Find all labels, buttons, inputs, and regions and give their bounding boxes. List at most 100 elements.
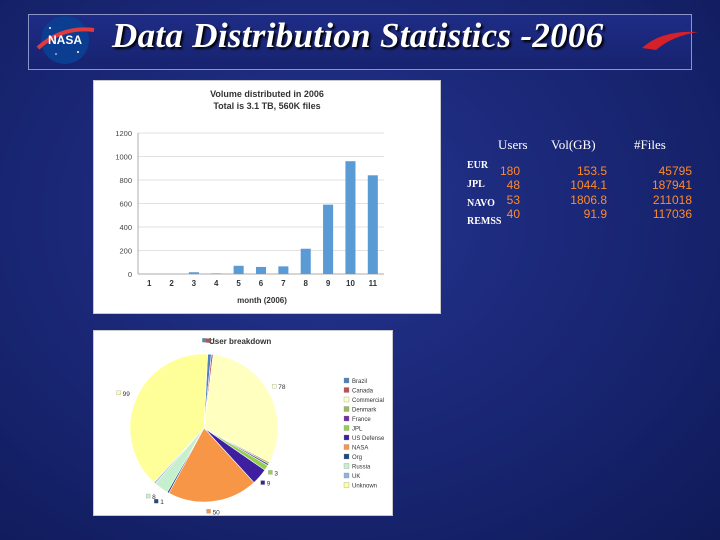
x-tick-label: 9 [326, 279, 331, 288]
legend-entry: Brazil [352, 379, 367, 385]
bar-month-4 [211, 273, 222, 274]
pie-label-swatch [272, 383, 277, 389]
pie-label-swatch [260, 480, 265, 485]
bar-month-3 [188, 272, 199, 274]
bar-month-9 [323, 204, 334, 274]
bar-chart-bars [188, 161, 378, 274]
pie-data-label: 2 [208, 338, 212, 345]
x-tick-label: 6 [259, 279, 264, 288]
legend-swatch [343, 463, 350, 469]
y-tick-label: 200 [119, 247, 132, 256]
x-tick-label: 2 [169, 279, 174, 288]
page-title: Data Distribution Statistics -2006 [112, 16, 604, 55]
legend-entry: UK [352, 474, 360, 480]
cell-files: 45795 [658, 164, 692, 178]
pie-data-label: 3 [274, 470, 278, 477]
bar-month-8 [300, 248, 311, 274]
bar-chart-title: Volume distributed in 2006 [210, 89, 324, 99]
bar-month-11 [367, 175, 378, 274]
pie-data-label: 1 [212, 339, 216, 346]
legend-swatch [343, 425, 350, 431]
legend-entry: Denmark [352, 408, 377, 414]
legend-entry: Canada [352, 389, 374, 395]
pie-chart-title: User breakdown [209, 337, 271, 346]
legend-swatch [343, 387, 350, 393]
y-tick-label: 1000 [115, 153, 132, 162]
nasa-logo-icon: NASA [36, 16, 95, 64]
pie-label-swatch [205, 338, 210, 343]
legend-swatch [343, 406, 350, 412]
cell-files: 187941 [651, 178, 692, 192]
x-tick-label: 10 [346, 279, 355, 288]
volume-chart-panel: Volume distributed in 2006 Total is 3.1 … [93, 80, 441, 314]
x-tick-label: 4 [214, 279, 219, 288]
bar-month-7 [278, 266, 289, 274]
legend-entry: France [352, 417, 371, 423]
x-tick-label: 7 [281, 279, 286, 288]
bar-chart-xlabel: month (2006) [237, 296, 287, 305]
nasa-logo-text: NASA [48, 33, 82, 47]
legend-swatch [343, 482, 350, 488]
cell-vol: 1044.1 [570, 178, 607, 192]
legend-swatch [343, 453, 350, 460]
bar-month-5 [233, 265, 244, 274]
pie-data-label: 1 [160, 499, 164, 506]
legend-swatch [343, 472, 350, 479]
cell-vol: 91.9 [583, 207, 607, 221]
pie-data-label: 8 [152, 494, 156, 501]
pie-slice-nasa [168, 427, 255, 503]
pie-data-label: 78 [278, 384, 286, 391]
cell-vol: 153.5 [576, 164, 607, 178]
cell-users: 40 [506, 207, 520, 221]
y-tick-label: 0 [128, 270, 132, 279]
cell-files: 211018 [652, 193, 692, 207]
y-tick-label: 600 [119, 200, 132, 209]
x-tick-label: 11 [369, 279, 378, 288]
legend-entry: Org [352, 455, 362, 461]
user-breakdown-panel: User breakdown 2 1 78 3 9 50 1 8 99 Brazil Canada… [93, 330, 393, 516]
legend-entry: Unknown [352, 484, 377, 490]
legend-swatch [343, 444, 350, 450]
pie-slice-unknown [129, 353, 209, 483]
bar-month-6 [255, 266, 267, 274]
pie-data-label: 9 [267, 481, 271, 488]
legend-entry: Commercial [352, 398, 384, 404]
legend-entry: Russia [352, 465, 371, 471]
x-tick-label: 8 [304, 279, 309, 288]
bar-chart-x-ticks: 1 2 3 4 5 6 7 8 9 10 11 [147, 279, 378, 288]
x-tick-label: 1 [147, 279, 152, 288]
x-tick-label: 5 [236, 279, 241, 288]
pie-label-swatch [268, 470, 273, 475]
pie-data-label: 99 [123, 391, 131, 398]
x-tick-label: 3 [192, 279, 197, 288]
cell-vol: 1806.8 [570, 193, 607, 207]
y-tick-label: 400 [119, 223, 132, 232]
legend-entry: US Defense [352, 436, 385, 442]
volume-bar-chart: Volume distributed in 2006 Total is 3.1 … [94, 81, 440, 313]
col-header-files: #Files [634, 137, 666, 152]
pie-label-swatch [154, 499, 159, 504]
legend-swatch [343, 396, 350, 403]
legend-swatch [343, 434, 350, 441]
pie-slices [129, 353, 279, 503]
y-tick-label: 1200 [115, 129, 132, 138]
bar-chart-y-ticks: 0 200 400 600 800 1000 1200 [115, 129, 132, 279]
bar-month-10 [345, 161, 356, 274]
cell-files: 117036 [652, 207, 692, 221]
cell-users: 180 [499, 164, 520, 178]
row-label: NAVO [467, 198, 495, 209]
pie-legend: Brazil Canada Commercial Denmark France JPL US… [343, 377, 385, 490]
cell-users: 53 [506, 193, 520, 207]
col-header-vol: Vol(GB) [551, 137, 596, 152]
col-header-users: Users [498, 137, 528, 152]
legend-entry: JPL [352, 427, 363, 433]
row-label: REMSS [467, 216, 502, 227]
pie-label-swatch [145, 493, 151, 499]
row-label: JPL [467, 179, 485, 190]
legend-entry: NASA [352, 446, 368, 452]
row-label: EUR [467, 160, 489, 171]
pie-data-label: 50 [213, 509, 221, 515]
bar-chart-subtitle: Total is 3.1 TB, 560K files [213, 101, 320, 111]
